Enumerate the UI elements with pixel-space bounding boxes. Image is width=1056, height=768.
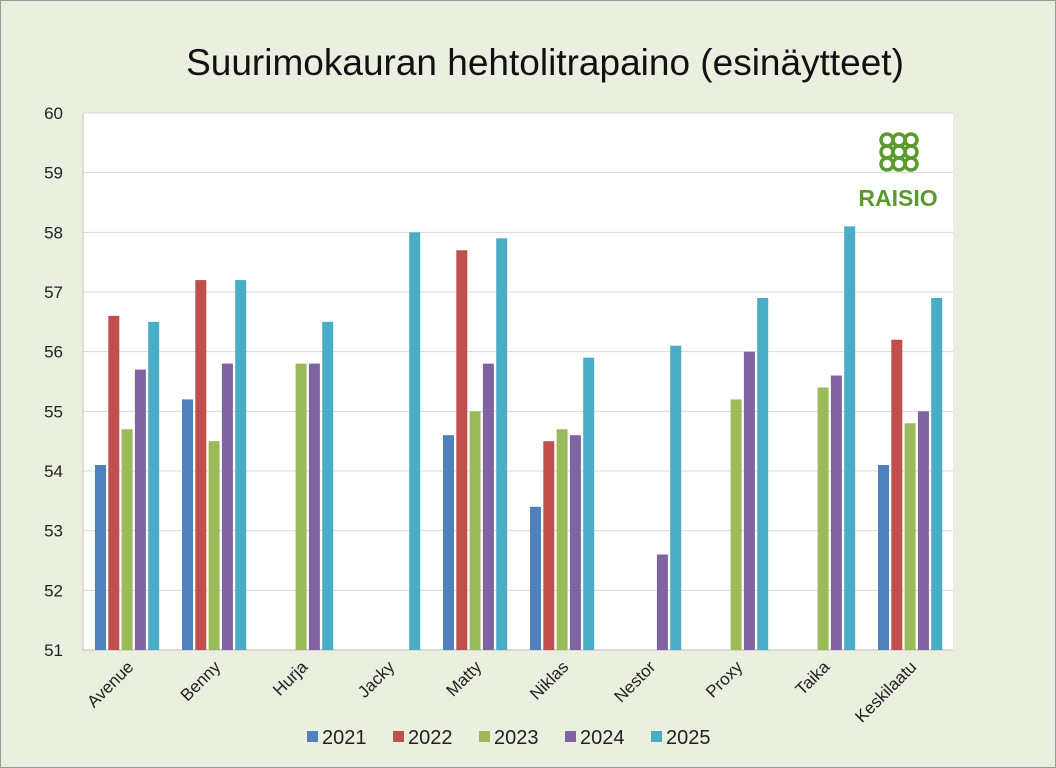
legend-label: 2021 xyxy=(322,727,367,749)
bar-2024-avenue xyxy=(134,369,146,650)
bar-2024-niklas xyxy=(569,435,581,650)
legend-label: 2025 xyxy=(666,727,711,749)
y-tick-label: 56 xyxy=(44,343,63,362)
bar-2022-niklas xyxy=(543,441,555,650)
bar-2022-keskilaatu xyxy=(891,339,903,650)
y-tick-label: 51 xyxy=(44,641,63,660)
bar-2025-nestor xyxy=(670,345,682,650)
x-tick-label: Niklas xyxy=(526,657,572,703)
legend-label: 2022 xyxy=(408,727,453,749)
x-tick-label: Jacky xyxy=(354,657,399,702)
bar-2023-proxy xyxy=(730,399,742,650)
bar-2021-avenue xyxy=(95,465,106,650)
bar-2022-avenue xyxy=(108,315,120,650)
bar-2024-taika xyxy=(830,375,842,650)
y-tick-label: 55 xyxy=(44,402,63,421)
y-tick-label: 59 xyxy=(44,164,63,183)
legend-swatch-2024 xyxy=(565,731,576,742)
svg-text:RAISIO: RAISIO xyxy=(858,185,937,211)
bar-2021-keskilaatu xyxy=(878,465,889,650)
bar-2022-benny xyxy=(195,280,207,650)
legend-swatch-2022 xyxy=(393,731,404,742)
bar-2022-matty xyxy=(456,250,468,650)
bar-2025-taika xyxy=(844,226,856,650)
bar-2025-matty xyxy=(496,238,508,651)
bar-2021-niklas xyxy=(530,506,541,650)
bar-2025-avenue xyxy=(148,321,160,650)
bar-2024-hurja xyxy=(308,363,320,650)
x-tick-label: Matty xyxy=(443,657,486,700)
bar-2024-nestor xyxy=(656,554,668,650)
legend-label: 2023 xyxy=(494,727,539,749)
y-tick-label: 53 xyxy=(44,522,63,541)
x-tick-label: Hurja xyxy=(269,657,312,700)
x-tick-label: Taika xyxy=(792,657,834,699)
raisio-logo: RAISIO xyxy=(858,132,938,211)
bar-2024-benny xyxy=(221,363,233,650)
y-tick-label: 58 xyxy=(44,223,63,242)
bar-2025-hurja xyxy=(322,321,334,650)
legend-swatch-2023 xyxy=(479,731,490,742)
bar-2025-keskilaatu xyxy=(931,297,943,650)
y-tick-label: 52 xyxy=(44,581,63,600)
x-tick-label: Keskilaatu xyxy=(851,657,920,726)
x-tick-label: Avenue xyxy=(83,657,137,711)
bar-2025-niklas xyxy=(583,357,595,650)
bar-2025-jacky xyxy=(409,232,421,651)
y-tick-label: 54 xyxy=(44,462,63,481)
bar-2025-benny xyxy=(235,280,247,650)
y-tick-label: 60 xyxy=(44,104,63,123)
x-tick-label: Nestor xyxy=(610,657,659,706)
bar-2023-hurja xyxy=(295,363,307,650)
bar-2023-taika xyxy=(817,387,829,650)
bar-2024-matty xyxy=(482,363,494,650)
bar-2023-niklas xyxy=(556,429,568,650)
bar-2025-proxy xyxy=(757,297,769,650)
x-tick-label: Benny xyxy=(177,657,225,705)
bar-2023-avenue xyxy=(121,429,133,650)
legend-swatch-2025 xyxy=(651,731,662,742)
legend-swatch-2021 xyxy=(307,731,318,742)
bar-2021-benny xyxy=(182,399,193,650)
x-tick-label: Proxy xyxy=(702,657,747,702)
bar-2021-matty xyxy=(443,435,454,650)
y-tick-label: 57 xyxy=(44,283,63,302)
bar-2023-benny xyxy=(208,441,220,650)
bar-2023-keskilaatu xyxy=(904,423,916,650)
bar-2023-matty xyxy=(469,411,481,650)
bar-2024-proxy xyxy=(743,351,755,650)
legend-label: 2024 xyxy=(580,727,625,749)
bar-2024-keskilaatu xyxy=(917,411,929,650)
chart-title: Suurimokauran hehtolitrapaino (esinäytte… xyxy=(186,42,904,83)
